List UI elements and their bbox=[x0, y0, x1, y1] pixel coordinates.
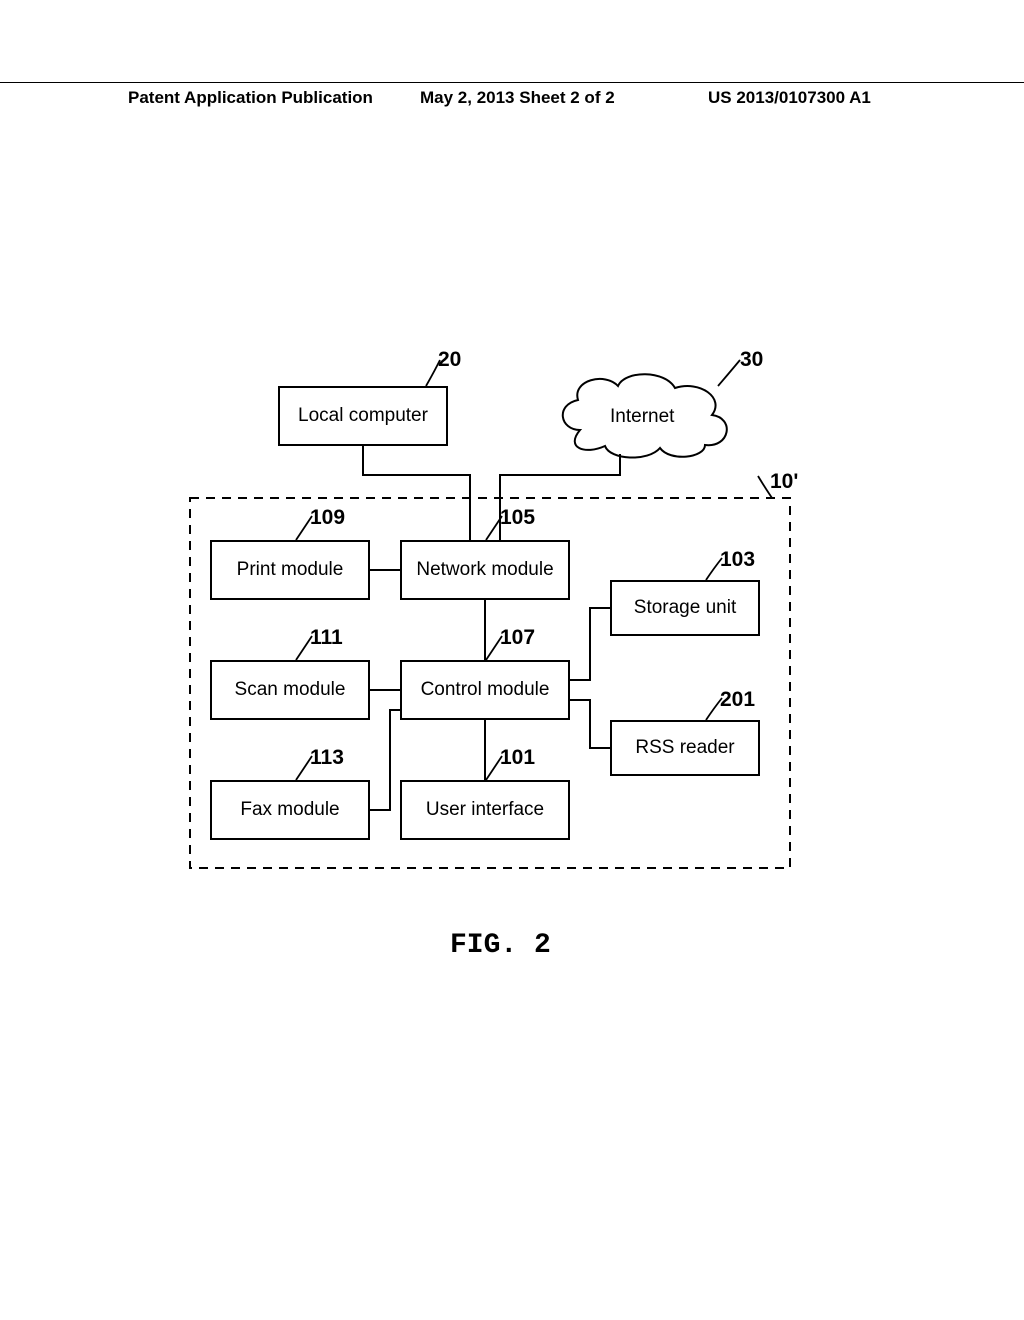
scan-module-label: Scan module bbox=[235, 679, 346, 701]
print-module-node: Print module bbox=[210, 540, 370, 600]
network-module-label: Network module bbox=[416, 559, 553, 581]
ref-10prime: 10' bbox=[770, 470, 798, 494]
ref-109: 109 bbox=[310, 506, 345, 530]
user-interface-label: User interface bbox=[426, 799, 544, 821]
local-computer-label: Local computer bbox=[298, 405, 428, 427]
fax-module-label: Fax module bbox=[240, 799, 339, 821]
local-computer-node: Local computer bbox=[278, 386, 448, 446]
edge-fax-control bbox=[370, 710, 400, 810]
control-module-label: Control module bbox=[421, 679, 550, 701]
edge-local_computer bbox=[363, 446, 470, 540]
scan-module-node: Scan module bbox=[210, 660, 370, 720]
network-module-node: Network module bbox=[400, 540, 570, 600]
edge-control-rss bbox=[570, 700, 610, 748]
connectors bbox=[363, 446, 620, 810]
ref-103: 103 bbox=[720, 548, 755, 572]
ref-113: 113 bbox=[310, 746, 344, 770]
figure-caption: FIG. 2 bbox=[450, 930, 551, 961]
rss-reader-node: RSS reader bbox=[610, 720, 760, 776]
fax-module-node: Fax module bbox=[210, 780, 370, 840]
ref-111: 111 bbox=[310, 626, 343, 650]
storage-unit-node: Storage unit bbox=[610, 580, 760, 636]
ref-107: 107 bbox=[500, 626, 535, 650]
print-module-label: Print module bbox=[237, 559, 344, 581]
edge-control-storage bbox=[570, 608, 610, 680]
ref-105: 105 bbox=[500, 506, 535, 530]
ref-101: 101 bbox=[500, 746, 535, 770]
page: Patent Application Publication May 2, 20… bbox=[0, 0, 1024, 1320]
ref-30: 30 bbox=[740, 348, 763, 372]
storage-unit-label: Storage unit bbox=[634, 597, 736, 619]
internet-label: Internet bbox=[610, 406, 674, 428]
user-interface-node: User interface bbox=[400, 780, 570, 840]
ref-201: 201 bbox=[720, 688, 755, 712]
rss-reader-label: RSS reader bbox=[635, 737, 734, 759]
control-module-node: Control module bbox=[400, 660, 570, 720]
ref-20: 20 bbox=[438, 348, 461, 372]
